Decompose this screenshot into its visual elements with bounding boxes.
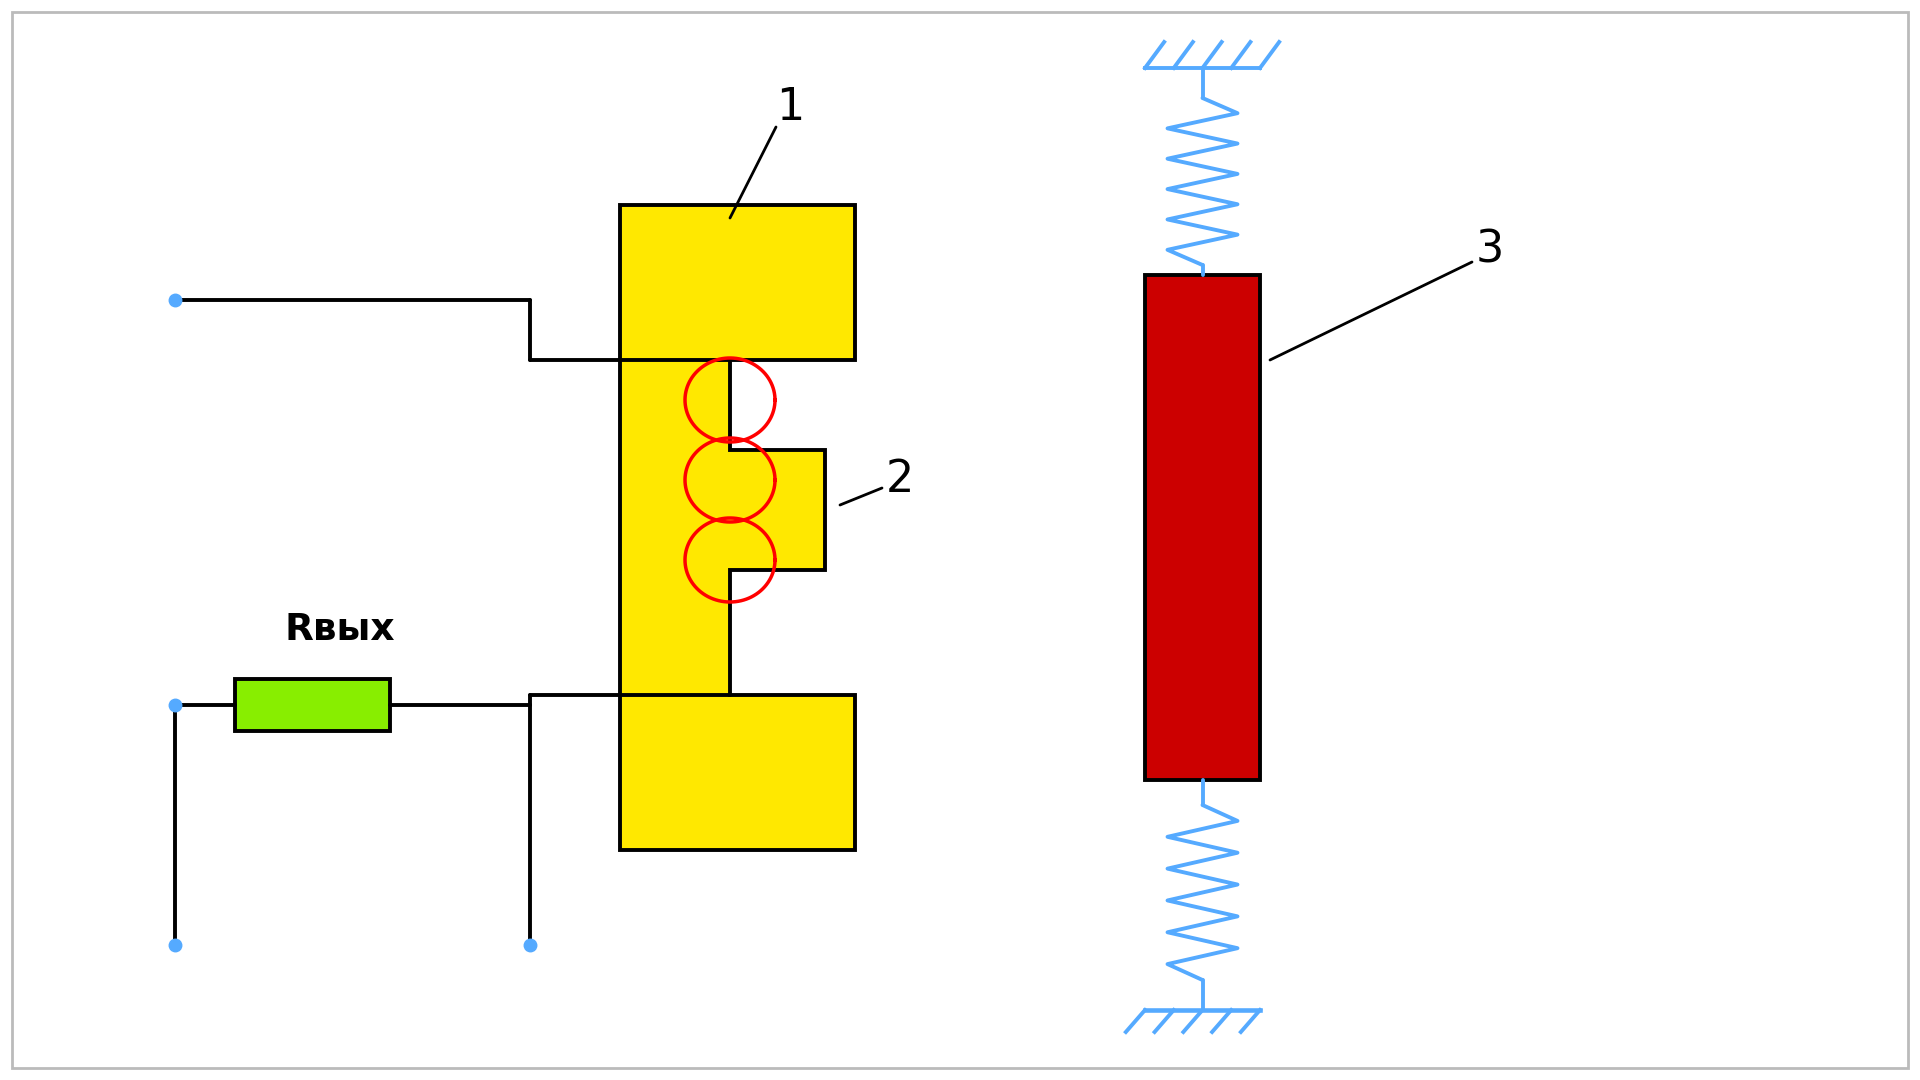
Text: 2: 2 xyxy=(885,459,914,501)
Polygon shape xyxy=(620,205,854,850)
Text: 3: 3 xyxy=(1476,229,1503,271)
Text: 1: 1 xyxy=(776,86,804,130)
Text: Rвых: Rвых xyxy=(284,612,396,648)
Bar xyxy=(234,679,390,731)
Bar xyxy=(1144,275,1260,780)
